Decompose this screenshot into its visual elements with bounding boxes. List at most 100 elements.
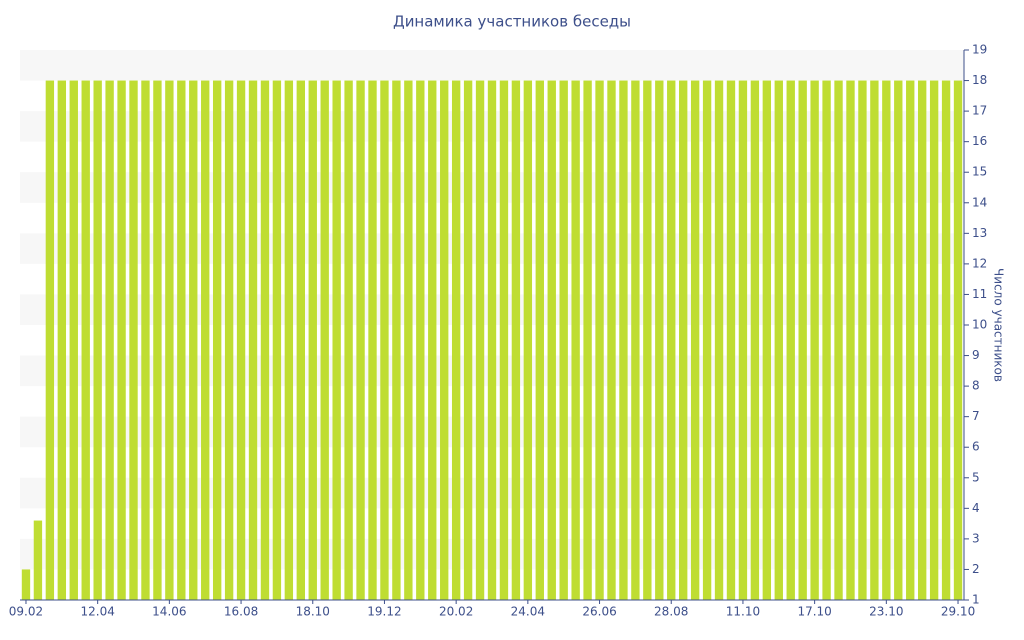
x-tick-label: 12.04 [80, 605, 114, 619]
bar [248, 80, 258, 601]
bar [583, 80, 592, 601]
bar [690, 80, 700, 601]
y-tick-label: 2 [972, 562, 980, 576]
bar [917, 80, 927, 601]
bar [762, 80, 772, 601]
bar [834, 80, 843, 601]
x-tick-label: 26.06 [582, 605, 616, 619]
bar [392, 80, 401, 601]
bar [117, 80, 126, 601]
bar [33, 520, 43, 600]
bar [356, 80, 365, 601]
y-tick-label: 12 [972, 256, 987, 270]
y-axis-label: Число участников [992, 268, 1006, 382]
bar [846, 80, 855, 601]
bar [201, 80, 210, 601]
bar [69, 80, 78, 601]
bar [129, 80, 138, 601]
x-tick-label: 23.10 [869, 605, 903, 619]
bar [81, 80, 90, 601]
chart-title: Динамика участников беседы [393, 13, 631, 31]
bar [571, 80, 580, 601]
bar [153, 80, 162, 601]
x-tick-label: 18.10 [296, 605, 330, 619]
bar [774, 80, 783, 601]
x-tick-label: 17.10 [797, 605, 831, 619]
bar [236, 80, 246, 601]
bar [511, 80, 521, 601]
y-tick-label: 14 [972, 195, 987, 209]
bar [750, 80, 760, 601]
x-tick-label: 11.10 [726, 605, 760, 619]
bar [547, 80, 556, 601]
y-tick-label: 9 [972, 348, 980, 362]
bar [870, 80, 879, 601]
x-tick-label: 20.02 [439, 605, 473, 619]
bar [953, 80, 963, 601]
y-tick-label: 16 [972, 134, 987, 148]
bar [105, 80, 114, 601]
x-tick-label: 29.10 [941, 605, 975, 619]
y-tick-label: 13 [972, 226, 987, 240]
bar [894, 80, 903, 601]
x-tick-label: 19.12 [367, 605, 401, 619]
bar [45, 80, 55, 601]
bar [822, 80, 831, 601]
bar [941, 80, 951, 601]
bar [344, 80, 353, 601]
y-tick-label: 7 [972, 409, 980, 423]
bar [332, 80, 341, 601]
y-tick-label: 10 [972, 318, 987, 332]
bar [416, 80, 425, 601]
bar [906, 80, 915, 601]
bar [21, 569, 31, 600]
bar [738, 80, 748, 601]
y-tick-label: 6 [972, 440, 980, 454]
bar [619, 80, 628, 601]
y-tick-label: 5 [972, 470, 980, 484]
bar [607, 80, 616, 601]
y-tick-label: 15 [972, 165, 987, 179]
bar [475, 80, 485, 601]
bar [798, 80, 807, 601]
bar [451, 80, 461, 601]
bar [404, 80, 413, 601]
bar [368, 80, 377, 601]
bar [463, 80, 473, 601]
bar [165, 80, 174, 601]
bar [440, 80, 449, 601]
bar [595, 80, 604, 601]
bar [296, 80, 305, 601]
bar [929, 80, 939, 601]
bar [858, 80, 867, 601]
bar [212, 80, 222, 601]
bar [284, 80, 294, 601]
bar [679, 80, 688, 601]
x-tick-label: 09.02 [9, 605, 43, 619]
x-tick-label: 28.08 [654, 605, 688, 619]
bar [702, 80, 712, 601]
y-tick-label: 17 [972, 104, 987, 118]
bar [189, 80, 198, 601]
bar [559, 80, 568, 601]
bar [726, 80, 736, 601]
x-tick-label: 14.06 [152, 605, 186, 619]
bar [535, 80, 544, 601]
y-tick-label: 8 [972, 379, 980, 393]
bar [272, 80, 282, 601]
bar [177, 80, 186, 601]
y-tick-label: 4 [972, 501, 980, 515]
x-tick-label: 16.08 [224, 605, 258, 619]
bar [655, 80, 664, 601]
bar [643, 80, 652, 601]
bar [786, 80, 795, 601]
bar [487, 80, 497, 601]
bar [523, 80, 533, 601]
bar [224, 80, 234, 601]
bar [499, 80, 509, 601]
background-band [20, 50, 964, 81]
bar [380, 80, 389, 601]
bar [631, 80, 640, 601]
